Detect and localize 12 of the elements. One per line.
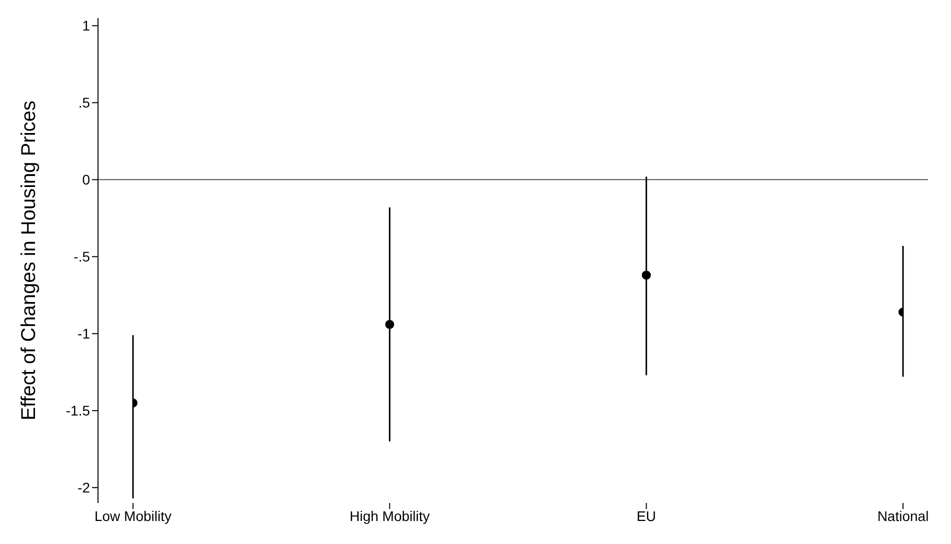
y-tick-label: -.5 (74, 248, 90, 265)
y-tick-label: -1.5 (66, 402, 90, 419)
y-tick-label: -2 (78, 480, 90, 496)
y-tick-label: 1 (82, 18, 90, 34)
x-tick-label: National (877, 508, 929, 524)
x-tick-label: High Mobility (350, 508, 430, 524)
y-tick-label: 0 (82, 172, 90, 188)
x-tick-label: Low Mobility (94, 508, 172, 524)
y-tick-label: .5 (78, 94, 90, 111)
x-tick-label: EU (636, 508, 656, 524)
y-tick-label: -1 (78, 326, 90, 342)
y-axis-title: Effect of Changes in Housing Prices (18, 100, 40, 420)
